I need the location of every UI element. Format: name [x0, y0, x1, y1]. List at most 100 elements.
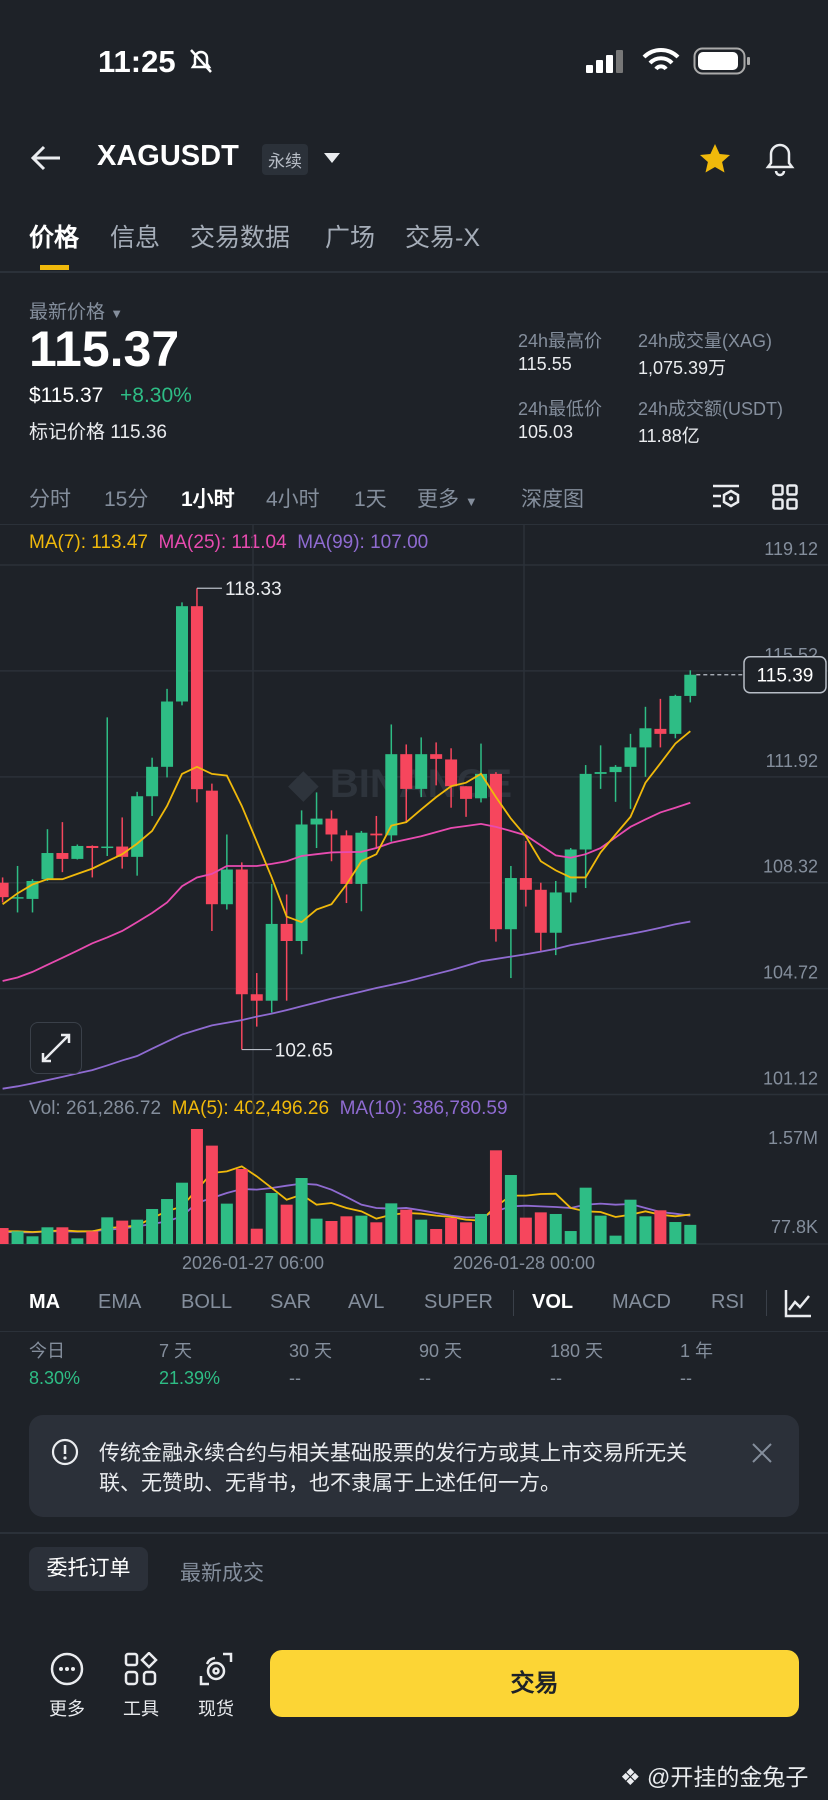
- candle-up: [101, 717, 114, 856]
- candle-body: [295, 824, 308, 941]
- indicator-vol[interactable]: VOL: [532, 1291, 574, 1313]
- spot-button[interactable]: 现货: [193, 1652, 239, 1721]
- candle-down: [56, 822, 69, 873]
- tab-trading-data[interactable]: 交易数据: [190, 224, 291, 252]
- indicator-sar[interactable]: SAR: [270, 1291, 312, 1313]
- candle-body: [654, 728, 667, 734]
- volume-bar: [131, 1219, 144, 1244]
- divider: [0, 1331, 828, 1332]
- indicator-settings-icon[interactable]: [784, 1288, 812, 1318]
- interval-15m[interactable]: 15分: [104, 488, 149, 511]
- candle-down: [519, 840, 532, 907]
- candle-body: [475, 773, 487, 799]
- chart-settings-icon[interactable]: [712, 484, 740, 510]
- candle-down: [460, 786, 473, 817]
- vol-ma10-legend: MA(10): 386,780.59: [339, 1098, 508, 1119]
- interval-1h[interactable]: 1小时: [181, 488, 235, 511]
- ma99-legend: MA(99): 107.00: [297, 532, 429, 553]
- back-arrow-icon[interactable]: [30, 144, 62, 172]
- caret-down-icon[interactable]: [323, 152, 341, 164]
- stat-amount-label: 24h成交额(USDT): [638, 399, 784, 419]
- close-icon[interactable]: [751, 1442, 773, 1464]
- indicator-macd[interactable]: MACD: [612, 1291, 671, 1313]
- interval-more[interactable]: 更多 ▼: [417, 483, 478, 513]
- usd-price: $115.37: [29, 384, 104, 407]
- candle-up: [295, 810, 308, 955]
- candle-body: [415, 754, 428, 789]
- y-axis-label: 108.32: [763, 857, 818, 877]
- candle-body: [400, 754, 413, 789]
- candle-body: [639, 728, 652, 748]
- tools-button[interactable]: 工具: [118, 1651, 164, 1721]
- last-price: 115.37: [29, 321, 180, 377]
- candle-down: [534, 882, 547, 951]
- candle-body: [624, 747, 637, 767]
- candle-up: [639, 706, 652, 777]
- grid-layout-icon[interactable]: [772, 484, 798, 510]
- indicator-ma[interactable]: MA: [29, 1291, 61, 1313]
- active-tab-indicator: [40, 265, 69, 270]
- volume-bar: [370, 1222, 383, 1244]
- mark-price-label: 标记价格: [29, 422, 106, 443]
- candle-body: [86, 845, 99, 849]
- notice-line-1: 传统金融永续合约与相关基础股票的发行方或其上市交易所无关: [99, 1442, 687, 1465]
- tools-grid-icon: [124, 1651, 158, 1686]
- candle-up: [385, 724, 398, 842]
- candle-body: [445, 759, 458, 787]
- tab-info[interactable]: 信息: [110, 224, 161, 252]
- ma-legend: MA(7): 113.47 MA(25): 111.04 MA(99): 107…: [29, 532, 428, 554]
- ma7-legend: MA(7): 113.47: [29, 532, 148, 553]
- tab-price[interactable]: 价格: [29, 224, 80, 252]
- volume-bar: [460, 1222, 473, 1244]
- candle-up: [131, 791, 144, 876]
- tab-order-book[interactable]: 委托订单: [29, 1547, 148, 1591]
- tab-trade-x[interactable]: 交易-X: [405, 224, 481, 252]
- indicator-avl[interactable]: AVL: [348, 1291, 385, 1313]
- candle-up: [265, 883, 278, 1013]
- ma25-legend: MA(25): 111.04: [158, 532, 287, 553]
- y-axis-label: 104.72: [763, 963, 818, 983]
- indicator-ema[interactable]: EMA: [98, 1291, 142, 1313]
- trade-button[interactable]: 交易: [270, 1650, 799, 1717]
- more-button[interactable]: 更多: [44, 1652, 90, 1721]
- volume-bar: [684, 1224, 697, 1244]
- depth-chart-tab[interactable]: 深度图: [521, 488, 584, 511]
- y-axis-label: 111.92: [766, 751, 818, 771]
- battery-icon: [693, 47, 750, 75]
- candle-up: [146, 757, 159, 816]
- period-value: --: [419, 1368, 431, 1388]
- candle-down: [205, 783, 218, 931]
- tab-square[interactable]: 广场: [325, 224, 376, 252]
- candle-body: [116, 846, 129, 857]
- candle-body: [310, 818, 323, 825]
- candle-down: [340, 830, 353, 904]
- info-alert-icon: [51, 1438, 79, 1466]
- indicator-boll[interactable]: BOLL: [181, 1291, 233, 1313]
- star-icon[interactable]: [698, 142, 732, 176]
- indicator-rsi[interactable]: RSI: [711, 1291, 745, 1313]
- candle-body: [460, 786, 473, 799]
- last-price-tag-text: 115.39: [757, 666, 814, 687]
- candle-body: [684, 674, 697, 696]
- indicator-super[interactable]: SUPER: [424, 1291, 493, 1313]
- volume-bar: [669, 1222, 682, 1244]
- last-price-label[interactable]: 最新价格 ▼: [29, 297, 123, 324]
- volume-bar: [101, 1217, 114, 1244]
- tab-recent-trades[interactable]: 最新成交: [180, 1562, 264, 1585]
- interval-line[interactable]: 分时: [29, 488, 71, 511]
- symbol-title[interactable]: XAGUSDT: [97, 140, 239, 172]
- candle-body: [41, 853, 54, 880]
- period-label: 1 年: [680, 1341, 714, 1361]
- bell-icon[interactable]: [764, 141, 796, 177]
- perpetual-badge: 永续: [262, 144, 308, 175]
- fullscreen-button[interactable]: [30, 1022, 82, 1074]
- candle-down: [654, 698, 667, 748]
- candle-down: [190, 588, 203, 803]
- volume-bar: [280, 1204, 293, 1244]
- period-label: 7 天: [159, 1341, 193, 1361]
- interval-1d[interactable]: 1天: [354, 488, 387, 511]
- interval-4h[interactable]: 4小时: [266, 488, 320, 511]
- candle-up: [415, 737, 428, 798]
- candle-body: [190, 606, 203, 790]
